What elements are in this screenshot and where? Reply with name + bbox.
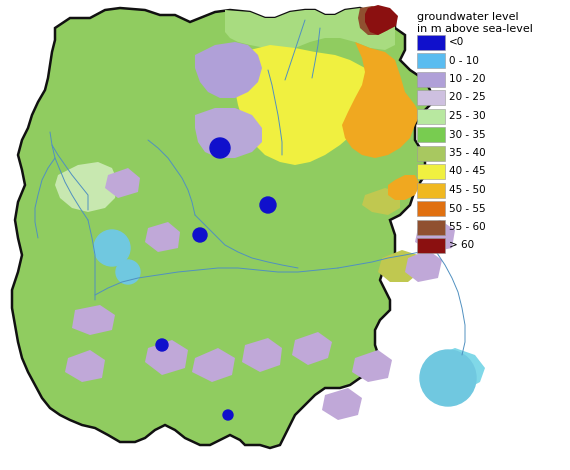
Circle shape	[193, 228, 207, 242]
Bar	[417, 71, 445, 86]
Bar	[417, 53, 445, 68]
Polygon shape	[72, 305, 115, 335]
Text: 10 - 20: 10 - 20	[449, 74, 486, 84]
Text: 45 - 50: 45 - 50	[449, 185, 486, 195]
Text: > 60: > 60	[449, 241, 474, 251]
Polygon shape	[378, 250, 420, 282]
Bar	[417, 90, 445, 105]
Polygon shape	[322, 388, 362, 420]
Circle shape	[210, 138, 230, 158]
Bar	[417, 219, 445, 235]
Text: 25 - 30: 25 - 30	[449, 111, 486, 121]
Polygon shape	[195, 108, 262, 158]
Text: 30 - 35: 30 - 35	[449, 130, 486, 140]
Text: 50 - 55: 50 - 55	[449, 204, 486, 213]
Circle shape	[116, 260, 140, 284]
Bar	[417, 109, 445, 124]
Polygon shape	[105, 168, 140, 198]
Polygon shape	[65, 350, 105, 382]
Circle shape	[156, 339, 168, 351]
Bar	[417, 182, 445, 197]
Polygon shape	[292, 332, 332, 365]
Bar	[417, 238, 445, 253]
Polygon shape	[358, 6, 392, 35]
Polygon shape	[362, 188, 400, 215]
Polygon shape	[342, 42, 420, 158]
Polygon shape	[405, 250, 442, 282]
Polygon shape	[388, 175, 420, 200]
Circle shape	[223, 410, 233, 420]
Bar	[417, 201, 445, 216]
Text: <0: <0	[449, 37, 464, 47]
Polygon shape	[12, 8, 430, 448]
Bar	[417, 146, 445, 160]
Text: groundwater level: groundwater level	[417, 12, 519, 22]
Text: in m above sea-level: in m above sea-level	[417, 24, 533, 34]
Bar	[417, 164, 445, 179]
Text: 20 - 25: 20 - 25	[449, 93, 486, 102]
Text: 55 - 60: 55 - 60	[449, 222, 486, 232]
Polygon shape	[365, 5, 398, 35]
Polygon shape	[55, 162, 118, 212]
Text: 0 - 10: 0 - 10	[449, 55, 479, 65]
Polygon shape	[192, 348, 235, 382]
Circle shape	[260, 197, 276, 213]
Bar	[417, 34, 445, 49]
Bar	[417, 127, 445, 142]
Polygon shape	[428, 348, 485, 392]
Text: 35 - 40: 35 - 40	[449, 148, 486, 158]
Polygon shape	[195, 42, 262, 98]
Polygon shape	[145, 222, 180, 252]
Polygon shape	[415, 220, 455, 252]
Polygon shape	[225, 8, 395, 50]
Circle shape	[420, 350, 476, 406]
Text: 40 - 45: 40 - 45	[449, 166, 486, 177]
Circle shape	[94, 230, 130, 266]
Polygon shape	[145, 340, 188, 375]
Polygon shape	[242, 338, 282, 372]
Polygon shape	[230, 45, 380, 165]
Polygon shape	[352, 350, 392, 382]
